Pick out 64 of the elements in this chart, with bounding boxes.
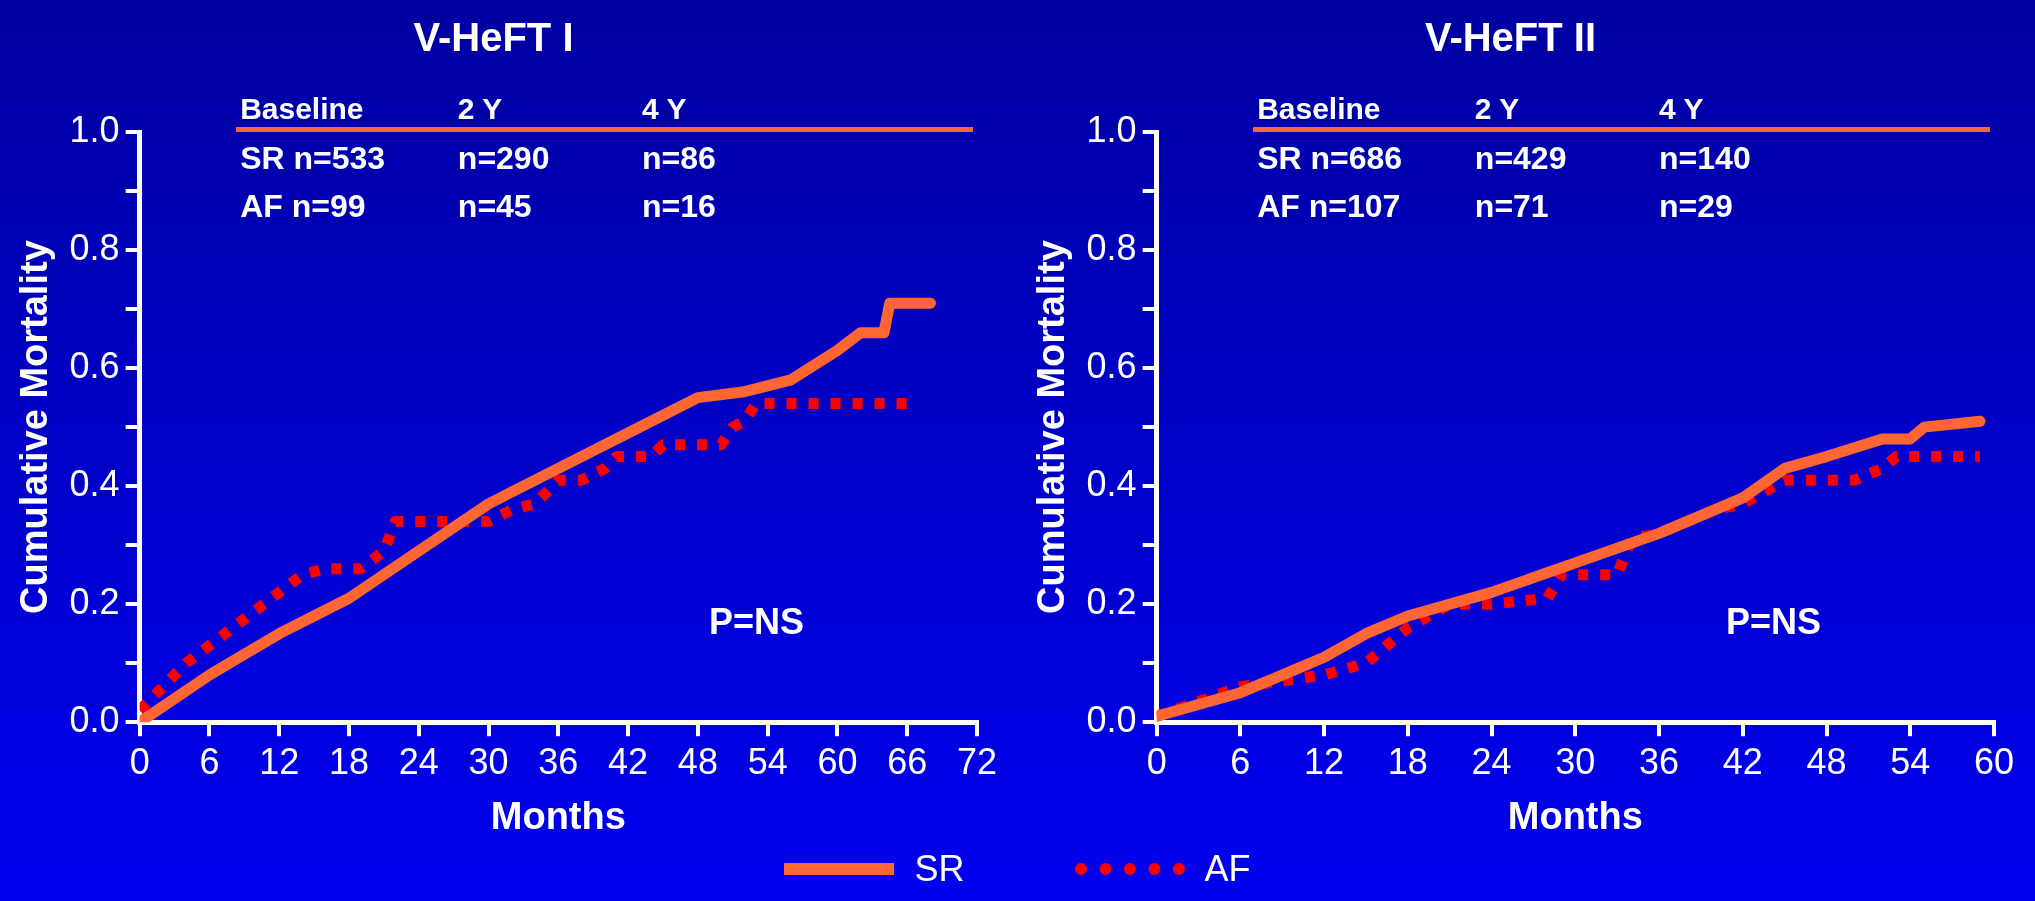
annotation: n=290 <box>457 140 550 176</box>
x-tick-label: 60 <box>817 740 858 782</box>
x-tick-label: 6 <box>1230 740 1251 782</box>
annotation: P=NS <box>1726 601 1822 643</box>
annotation: SR n=686 <box>1257 140 1403 176</box>
x-tick-label: 48 <box>1806 740 1847 782</box>
legend-label: AF <box>1204 848 1251 890</box>
x-tick-label: 36 <box>1639 740 1680 782</box>
x-tick-label: 24 <box>398 740 439 782</box>
annotation: P=NS <box>709 601 805 643</box>
x-tick-label: 12 <box>259 740 300 782</box>
annotation: AF n=107 <box>1257 188 1401 224</box>
y-tick-label: 0.4 <box>1086 463 1137 505</box>
annotation: n=45 <box>457 188 532 224</box>
text: 2 Y <box>1474 92 1520 125</box>
x-tick-label: 18 <box>1387 740 1428 782</box>
text: 2 Y <box>457 92 503 125</box>
x-tick-label: 72 <box>956 740 998 782</box>
legend-label: SR <box>914 848 965 890</box>
y-tick-label: 0.0 <box>69 699 120 741</box>
x-tick-label: 60 <box>1973 740 2015 782</box>
y-axis-title: Cumulative Mortality <box>1030 240 1073 614</box>
y-tick-label: 0.8 <box>69 226 120 268</box>
x-tick-label: 18 <box>328 740 370 782</box>
x-tick-label: 30 <box>1555 740 1596 782</box>
y-tick-label: 0.8 <box>1086 226 1137 268</box>
annotation: n=140 <box>1659 140 1751 176</box>
y-tick-label: 1.0 <box>1086 108 1137 150</box>
y-tick-label: 0.2 <box>69 581 120 623</box>
x-tick-label: 0 <box>1146 740 1167 782</box>
annotation: AF n=99 <box>240 188 366 224</box>
x-axis-title: Months <box>1507 794 1643 837</box>
x-tick-label: 54 <box>747 740 788 782</box>
y-tick-label: 0.6 <box>69 345 120 386</box>
x-tick-label: 42 <box>608 740 649 782</box>
x-tick-label: 6 <box>199 740 220 782</box>
y-tick-label: 0.0 <box>1086 699 1137 741</box>
annotation: n=29 <box>1659 188 1733 224</box>
text: Baseline <box>240 92 364 125</box>
annotation: n=429 <box>1474 140 1567 176</box>
chart-title: V-HeFT II <box>1424 15 1597 60</box>
y-tick-label: 1.0 <box>69 108 120 150</box>
y-tick-label: 0.4 <box>69 463 120 505</box>
annotation: n=86 <box>642 140 716 176</box>
annotation: SR n=533 <box>240 140 386 176</box>
annotation: n=16 <box>642 188 716 224</box>
x-tick-label: 48 <box>677 740 718 782</box>
annotation: n=71 <box>1474 188 1549 224</box>
y-tick-label: 0.2 <box>1086 581 1137 623</box>
x-axis-title: Months <box>490 794 626 837</box>
x-tick-label: 66 <box>887 740 928 782</box>
y-axis-title: Cumulative Mortality <box>13 240 56 614</box>
x-tick-label: 30 <box>468 740 509 782</box>
x-tick-label: 54 <box>1890 740 1931 782</box>
x-tick-label: 36 <box>538 740 579 782</box>
text: Baseline <box>1257 92 1381 125</box>
y-tick-label: 0.6 <box>1086 345 1137 386</box>
chart-title: V-HeFT I <box>413 15 574 60</box>
text: 4 Y <box>642 92 687 125</box>
text: 4 Y <box>1659 92 1704 125</box>
x-tick-label: 24 <box>1471 740 1512 782</box>
x-tick-label: 12 <box>1304 740 1345 782</box>
x-tick-label: 42 <box>1722 740 1763 782</box>
x-tick-label: 0 <box>129 740 150 782</box>
